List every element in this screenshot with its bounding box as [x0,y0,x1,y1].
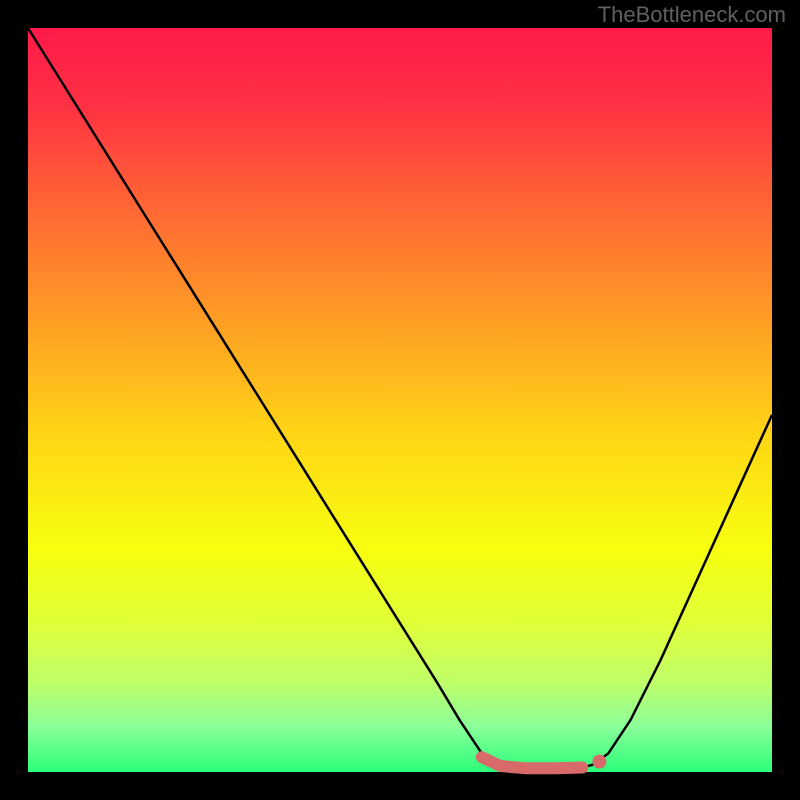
optimal-zone-end-dot [592,755,606,769]
watermark-text: TheBottleneck.com [598,2,786,28]
bottleneck-chart [0,0,800,800]
